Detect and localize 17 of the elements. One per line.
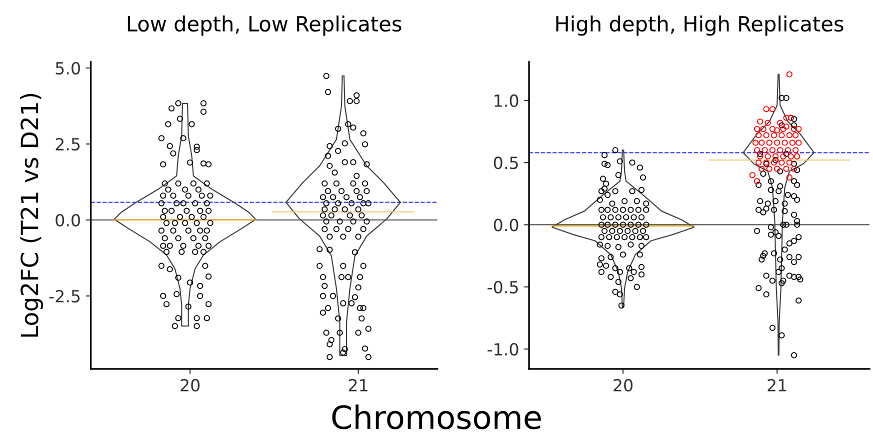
y-tick-label: 1.0 bbox=[494, 94, 518, 108]
x-tick-label: 21 bbox=[348, 378, 368, 392]
x-axis-title: Chromosome bbox=[332, 404, 541, 430]
y-tick-label: 2.5 bbox=[56, 138, 80, 151]
y-tick-label: -1.0 bbox=[488, 342, 518, 356]
y-tick-label: 5.0 bbox=[56, 62, 80, 75]
x-tick-label: 20 bbox=[180, 378, 200, 392]
chart-title: High depth, High Replicates bbox=[556, 16, 844, 36]
y-tick-label: 0.0 bbox=[494, 218, 518, 232]
y-tick-label: -2.5 bbox=[49, 290, 80, 303]
x-tick-label: 20 bbox=[614, 378, 633, 392]
chart-title: Low depth, Low Replicates bbox=[128, 16, 402, 36]
y-axis-title: Log2FC (T21 vs D21) bbox=[20, 94, 43, 337]
x-tick-label: 21 bbox=[768, 378, 786, 392]
y-tick-label: 0.0 bbox=[56, 214, 80, 227]
y-tick-label: 0.5 bbox=[494, 156, 518, 170]
y-tick-label: -0.5 bbox=[488, 280, 518, 294]
